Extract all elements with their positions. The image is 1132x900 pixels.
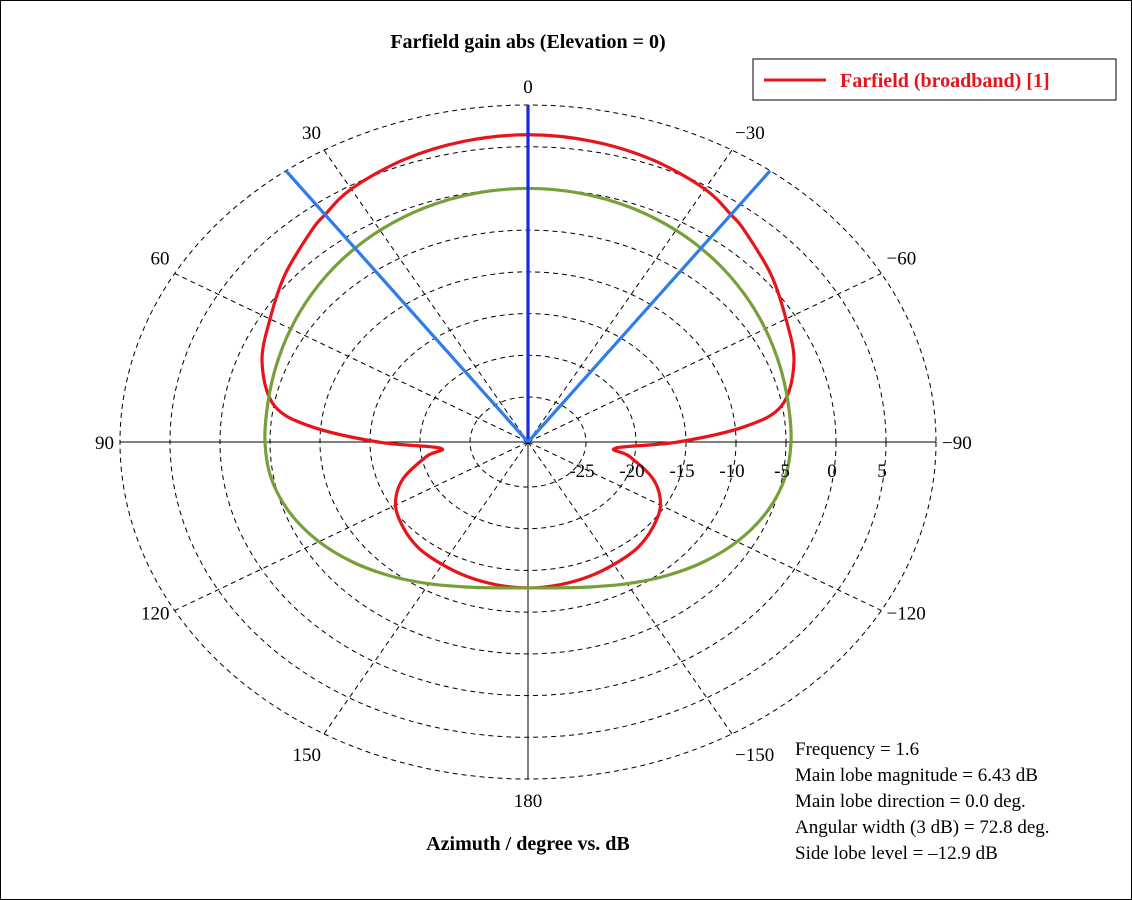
series-layer	[260, 133, 796, 590]
grid-spoke	[527, 273, 882, 443]
info-angular-width: Angular width (3 dB) = 72.8 deg.	[795, 817, 1050, 838]
radial-tick-label: -15	[669, 461, 694, 482]
radial-tick-label: -5	[774, 461, 790, 482]
legend: Farfield (broadband) [1]	[752, 58, 1117, 101]
info-main-lobe-magnitude: Main lobe magnitude = 6.43 dB	[795, 765, 1038, 786]
angle-tick-label: −60	[887, 249, 917, 270]
angle-tick-label: 120	[141, 604, 170, 625]
series-reference	[263, 186, 793, 590]
radial-tick-label: -10	[719, 461, 744, 482]
chart-title: Farfield gain abs (Elevation = 0)	[390, 31, 665, 53]
angle-tick-label: 150	[293, 745, 322, 766]
angle-tick-label: 0	[523, 77, 533, 98]
angle-tick-label: −30	[735, 123, 765, 144]
beamwidth-marker	[284, 169, 530, 444]
angle-tick-label: 90	[95, 433, 114, 454]
radial-tick-label: 0	[827, 461, 837, 482]
angle-tick-label: −90	[942, 433, 972, 454]
info-frequency: Frequency = 1.6	[795, 739, 919, 760]
info-block: Frequency = 1.6 Main lobe magnitude = 6.…	[795, 739, 1050, 864]
info-main-lobe-direction: Main lobe direction = 0.0 deg.	[795, 791, 1026, 812]
grid-spoke	[174, 441, 529, 611]
radial-tick-label: 5	[877, 461, 887, 482]
angle-tick-label: 30	[302, 123, 321, 144]
x-axis-label: Azimuth / degree vs. dB	[426, 833, 630, 855]
legend-entry: Farfield (broadband) [1]	[840, 70, 1050, 92]
lobe-markers	[284, 105, 772, 444]
info-side-lobe-level: Side lobe level = –12.9 dB	[795, 843, 998, 864]
angle-tick-label: 180	[514, 791, 543, 812]
angle-tick-label: −120	[887, 604, 926, 625]
grid-spoke	[527, 441, 882, 611]
radial-tick-label: -20	[619, 461, 644, 482]
radial-tick-label: -25	[569, 461, 594, 482]
grid-spoke	[174, 273, 529, 443]
angle-tick-label: −150	[735, 745, 774, 766]
beamwidth-marker	[526, 169, 772, 444]
tick-labels: 0 30 60 90 120 150 180 −150 −120 −90 −60 −30 -25 -20 -…	[95, 77, 972, 812]
angle-tick-label: 60	[150, 249, 169, 270]
